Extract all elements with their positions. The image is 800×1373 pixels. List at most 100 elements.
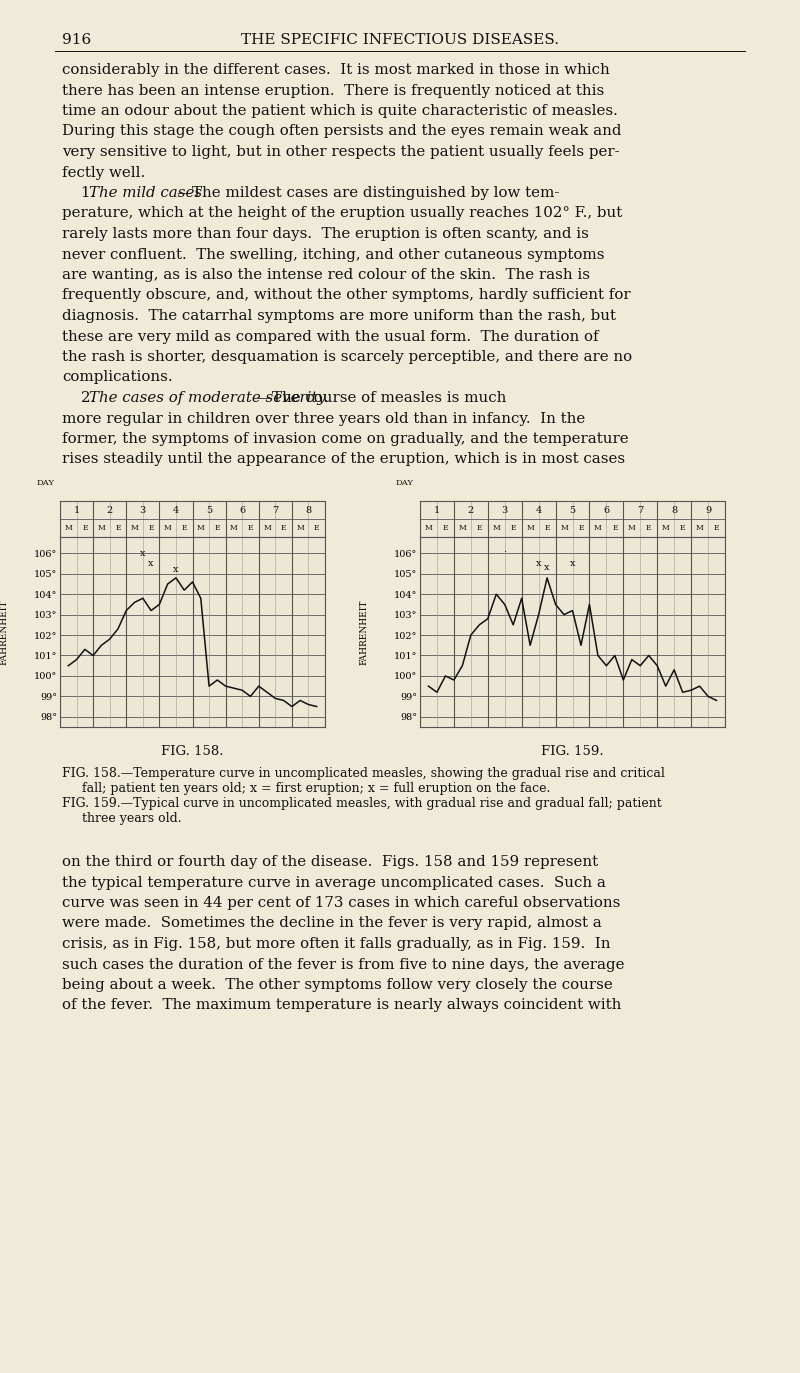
Text: DAY: DAY (396, 479, 414, 487)
Text: perature, which at the height of the eruption usually reaches 102° F., but: perature, which at the height of the eru… (62, 206, 622, 221)
Text: DAY: DAY (37, 479, 54, 487)
Text: THE SPECIFIC INFECTIOUS DISEASES.: THE SPECIFIC INFECTIOUS DISEASES. (241, 33, 559, 47)
Text: rarely lasts more than four days.  The eruption is often scanty, and is: rarely lasts more than four days. The er… (62, 227, 589, 242)
Text: E: E (680, 524, 686, 531)
Text: E: E (477, 524, 482, 531)
Text: 3: 3 (502, 505, 508, 515)
Text: 1: 1 (74, 505, 80, 515)
Text: E: E (646, 524, 651, 531)
Text: such cases the duration of the fever is from five to nine days, the average: such cases the duration of the fever is … (62, 957, 625, 972)
Text: 6: 6 (603, 505, 610, 515)
Text: FIG. 158.: FIG. 158. (162, 746, 224, 758)
Text: x: x (140, 549, 146, 557)
Text: E: E (82, 524, 87, 531)
Text: M: M (296, 524, 304, 531)
Text: M: M (594, 524, 602, 531)
Text: these are very mild as compared with the usual form.  The duration of: these are very mild as compared with the… (62, 330, 598, 343)
Text: FIG. 159.—Typical curve in uncomplicated measles, with gradual rise and gradual : FIG. 159.—Typical curve in uncomplicated… (62, 796, 662, 810)
Text: 6: 6 (239, 505, 246, 515)
Text: x: x (544, 563, 550, 573)
Text: M: M (197, 524, 205, 531)
Text: are wanting, as is also the intense red colour of the skin.  The rash is: are wanting, as is also the intense red … (62, 268, 590, 281)
Text: complications.: complications. (62, 371, 173, 384)
Text: M: M (130, 524, 138, 531)
Text: 8: 8 (306, 505, 311, 515)
Text: M: M (98, 524, 106, 531)
Text: M: M (696, 524, 703, 531)
Text: E: E (148, 524, 154, 531)
Text: x: x (148, 559, 154, 568)
Y-axis label: FAHRENHEIT: FAHRENHEIT (0, 599, 9, 665)
Text: curve was seen in 44 per cent of 173 cases in which careful observations: curve was seen in 44 per cent of 173 cas… (62, 897, 620, 910)
Text: M: M (458, 524, 466, 531)
Text: 4: 4 (173, 505, 179, 515)
Text: M: M (628, 524, 636, 531)
Text: E: E (544, 524, 550, 531)
Text: the rash is shorter, desquamation is scarcely perceptible, and there are no: the rash is shorter, desquamation is sca… (62, 350, 632, 364)
Text: x: x (536, 559, 542, 568)
Text: time an odour about the patient which is quite characteristic of measles.: time an odour about the patient which is… (62, 104, 618, 118)
Text: 8: 8 (671, 505, 678, 515)
Text: E: E (612, 524, 618, 531)
Text: crisis, as in Fig. 158, but more often it falls gradually, as in Fig. 159.  In: crisis, as in Fig. 158, but more often i… (62, 936, 610, 951)
Text: 7: 7 (637, 505, 643, 515)
Text: 1.: 1. (62, 185, 100, 200)
Text: 4: 4 (535, 505, 542, 515)
Text: M: M (662, 524, 670, 531)
Text: being about a week.  The other symptoms follow very closely the course: being about a week. The other symptoms f… (62, 978, 613, 993)
Text: three years old.: three years old. (62, 811, 182, 825)
Text: on the third or fourth day of the disease.  Figs. 158 and 159 represent: on the third or fourth day of the diseas… (62, 855, 598, 869)
Text: E: E (314, 524, 319, 531)
Text: E: E (714, 524, 719, 531)
Text: During this stage the cough often persists and the eyes remain weak and: During this stage the cough often persis… (62, 125, 622, 139)
Text: The cases of moderate severity.: The cases of moderate severity. (89, 391, 329, 405)
Text: diagnosis.  The catarrhal symptoms are more uniform than the rash, but: diagnosis. The catarrhal symptoms are mo… (62, 309, 616, 323)
Text: very sensitive to light, but in other respects the patient usually feels per-: very sensitive to light, but in other re… (62, 146, 620, 159)
Text: E: E (214, 524, 220, 531)
Text: FIG. 158.—Temperature curve in uncomplicated measles, showing the gradual rise a: FIG. 158.—Temperature curve in uncomplic… (62, 768, 665, 780)
Text: M: M (164, 524, 171, 531)
Text: former, the symptoms of invasion come on gradually, and the temperature: former, the symptoms of invasion come on… (62, 432, 629, 446)
Text: 916: 916 (62, 33, 91, 47)
Text: x: x (173, 566, 178, 574)
Text: E: E (115, 524, 121, 531)
Text: fall; patient ten years old; x = first eruption; x = full eruption on the face.: fall; patient ten years old; x = first e… (62, 783, 550, 795)
Text: 2: 2 (468, 505, 474, 515)
Text: M: M (230, 524, 238, 531)
Text: M: M (526, 524, 534, 531)
Text: M: M (492, 524, 500, 531)
Text: E: E (182, 524, 187, 531)
Text: there has been an intense eruption.  There is frequently noticed at this: there has been an intense eruption. Ther… (62, 84, 604, 97)
Text: M: M (560, 524, 568, 531)
Text: x: x (570, 559, 575, 568)
Text: 2: 2 (106, 505, 113, 515)
Text: E: E (578, 524, 584, 531)
Text: 9: 9 (705, 505, 711, 515)
Text: considerably in the different cases.  It is most marked in those in which: considerably in the different cases. It … (62, 63, 610, 77)
Text: frequently obscure, and, without the other symptoms, hardly sufficient for: frequently obscure, and, without the oth… (62, 288, 630, 302)
Text: The mild cases.: The mild cases. (89, 185, 207, 200)
Text: 5: 5 (206, 505, 212, 515)
Text: more regular in children over three years old than in infancy.  In the: more regular in children over three year… (62, 412, 586, 426)
Text: E: E (248, 524, 254, 531)
Text: .: . (503, 545, 506, 553)
Text: 1: 1 (434, 505, 440, 515)
Text: M: M (263, 524, 271, 531)
Text: 5: 5 (570, 505, 575, 515)
Text: of the fever.  The maximum temperature is nearly always coincident with: of the fever. The maximum temperature is… (62, 998, 622, 1012)
Text: E: E (442, 524, 448, 531)
Text: 2.: 2. (62, 391, 100, 405)
Text: M: M (65, 524, 72, 531)
Text: —The mildest cases are distinguished by low tem-: —The mildest cases are distinguished by … (177, 185, 559, 200)
Text: —The course of measles is much: —The course of measles is much (257, 391, 506, 405)
Text: fectly well.: fectly well. (62, 166, 146, 180)
Text: were made.  Sometimes the decline in the fever is very rapid, almost a: were made. Sometimes the decline in the … (62, 917, 602, 931)
Text: 3: 3 (140, 505, 146, 515)
Text: 7: 7 (272, 505, 278, 515)
Text: FIG. 159.: FIG. 159. (541, 746, 604, 758)
Text: never confluent.  The swelling, itching, and other cutaneous symptoms: never confluent. The swelling, itching, … (62, 247, 605, 261)
Text: E: E (510, 524, 516, 531)
Text: M: M (425, 524, 432, 531)
Text: rises steadily until the appearance of the eruption, which is in most cases: rises steadily until the appearance of t… (62, 453, 625, 467)
Text: E: E (281, 524, 286, 531)
